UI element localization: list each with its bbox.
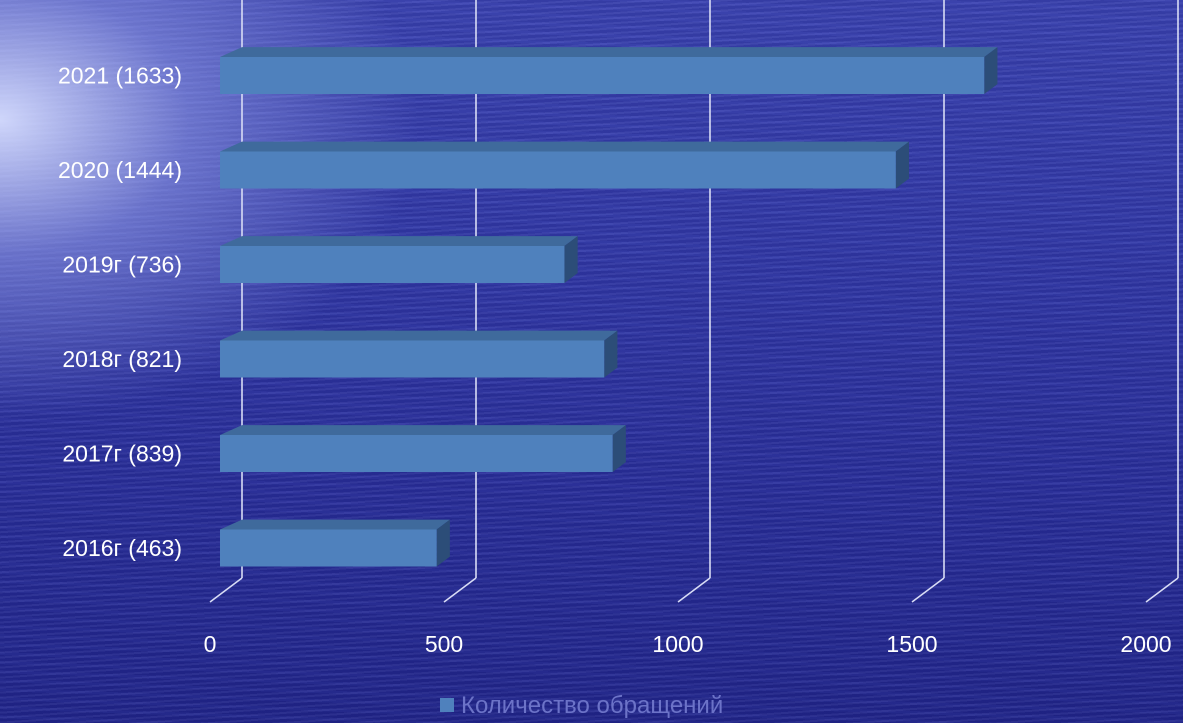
floor-gridline xyxy=(443,577,477,603)
category-label: 2018г (821) xyxy=(62,346,182,372)
x-tick-label: 1000 xyxy=(652,631,703,657)
floor-gridline xyxy=(911,577,945,603)
bar-side-face xyxy=(984,47,998,94)
floor-gridline xyxy=(209,577,243,603)
category-label: 2021 (1633) xyxy=(58,63,182,89)
bar-top-face xyxy=(220,47,998,57)
bar xyxy=(220,47,998,94)
bar xyxy=(220,330,618,378)
bar-front-face xyxy=(220,57,985,94)
x-tick-label: 0 xyxy=(204,631,217,657)
bar-front-face xyxy=(220,246,565,283)
legend-swatch xyxy=(440,698,454,712)
x-tick-label: 2000 xyxy=(1120,631,1171,657)
category-labels: 2021 (1633) 2020 (1444) 2019г (736) 2018г (… xyxy=(58,63,182,562)
x-tick-label: 500 xyxy=(425,631,463,657)
bar-front-face xyxy=(220,151,896,189)
bar-top-face xyxy=(220,519,450,530)
x-tick-label: 1500 xyxy=(886,631,937,657)
bar-side-face xyxy=(895,141,909,189)
bar-front-face xyxy=(220,435,613,472)
bar-front-face xyxy=(220,340,605,378)
floor-gridline xyxy=(677,577,711,603)
bar-top-face xyxy=(220,330,618,341)
bar-top-face xyxy=(220,236,578,246)
floor-gridline xyxy=(1145,577,1179,603)
bar xyxy=(220,425,626,472)
bar-side-face xyxy=(612,425,626,472)
category-label: 2016г (463) xyxy=(62,535,182,561)
x-tick-labels: 0 500 1000 1500 2000 xyxy=(204,631,1172,657)
bars xyxy=(220,47,998,567)
bar-front-face xyxy=(220,529,437,567)
bar xyxy=(220,141,909,189)
bar-top-face xyxy=(220,141,909,152)
bar-side-face xyxy=(564,236,578,283)
legend-label: Количество обращений xyxy=(461,692,723,719)
gridlines xyxy=(209,0,1179,603)
category-label: 2019г (736) xyxy=(62,252,182,278)
bar-side-face xyxy=(604,330,618,378)
bar xyxy=(220,236,578,283)
legend: Количество обращений xyxy=(440,692,723,719)
bar xyxy=(220,519,450,567)
category-label: 2017г (839) xyxy=(62,441,182,467)
bar-top-face xyxy=(220,425,626,435)
bar-side-face xyxy=(436,519,450,567)
category-label: 2020 (1444) xyxy=(58,157,182,183)
